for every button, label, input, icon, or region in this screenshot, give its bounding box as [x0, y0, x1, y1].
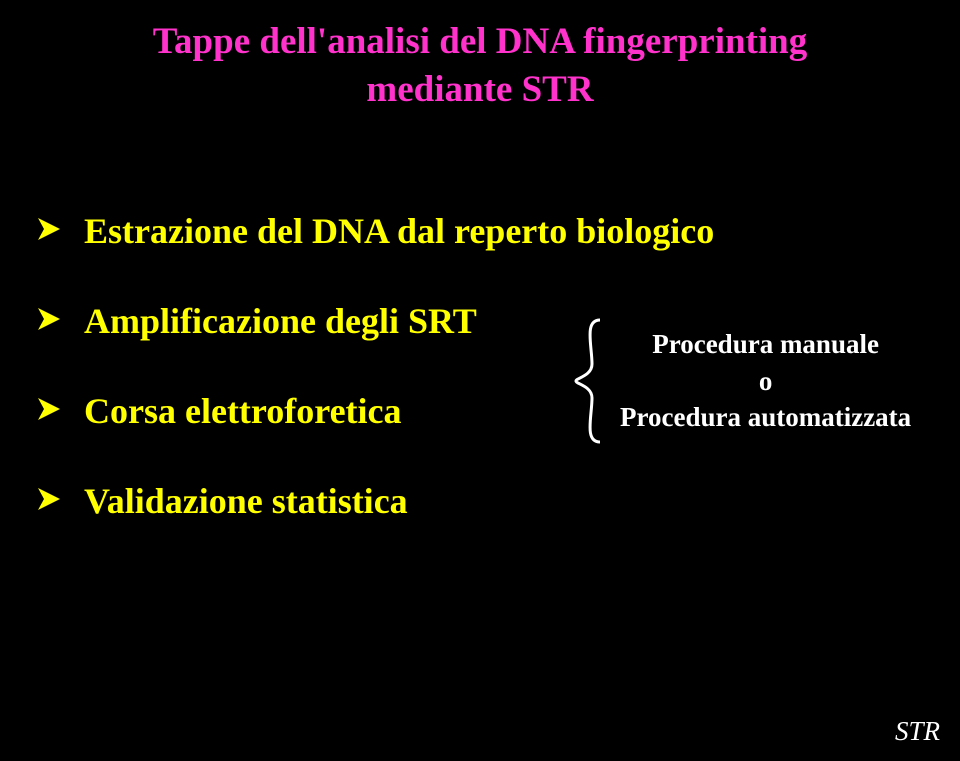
brace-line-2: o — [620, 363, 911, 399]
bullet-arrow-icon — [36, 486, 66, 516]
footer-label: STR — [895, 716, 940, 747]
list-item-label: Estrazione del DNA dal reperto biologico — [84, 210, 714, 252]
brace-text: Procedura manuale o Procedura automatizz… — [620, 326, 911, 435]
bullet-arrow-icon — [36, 306, 66, 336]
brace-annotation: Procedura manuale o Procedura automatizz… — [570, 316, 911, 446]
list-item-validazione: Validazione statistica — [36, 480, 714, 522]
list-item-label: Validazione statistica — [84, 480, 408, 522]
brace-line-3: Procedura automatizzata — [620, 399, 911, 435]
bullet-arrow-icon — [36, 396, 66, 426]
brace-line-1: Procedura manuale — [620, 326, 911, 362]
bullet-arrow-icon — [36, 216, 66, 246]
list-item-label: Amplificazione degli SRT — [84, 300, 477, 342]
title-line-2: mediante STR — [0, 66, 960, 114]
curly-brace-icon — [570, 316, 606, 446]
title-line-1: Tappe dell'analisi del DNA fingerprintin… — [0, 18, 960, 66]
list-item-label: Corsa elettroforetica — [84, 390, 402, 432]
list-item-estrazione: Estrazione del DNA dal reperto biologico — [36, 210, 714, 252]
slide-title: Tappe dell'analisi del DNA fingerprintin… — [0, 0, 960, 114]
